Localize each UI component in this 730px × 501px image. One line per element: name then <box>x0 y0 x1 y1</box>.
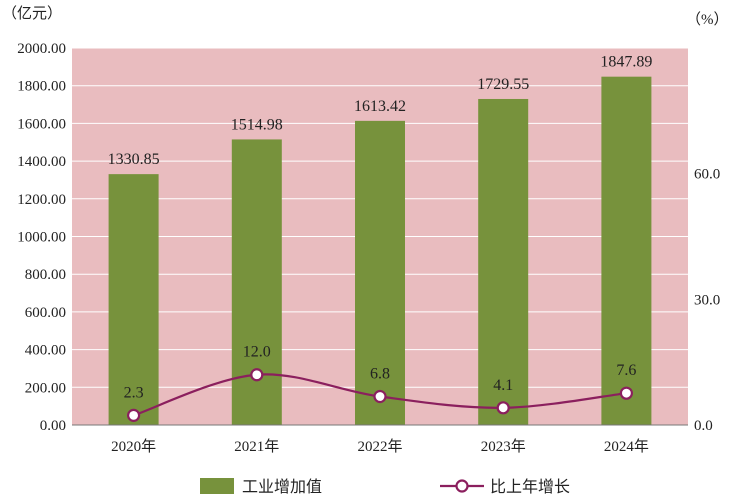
right-axis-unit: （%） <box>686 11 729 28</box>
legend-swatch-bar <box>200 478 234 494</box>
legend-label-line: 比上年增长 <box>490 478 570 496</box>
data-labels: 1330.85 1514.98 1613.42 1729.55 1847.89 2.3 12… <box>108 54 653 402</box>
left-tick-label: 600.00 <box>25 305 66 321</box>
left-tick-label: 1200.00 <box>17 192 66 208</box>
x-tick-label: 2021年 <box>234 438 279 455</box>
left-tick-label: 1400.00 <box>17 154 66 170</box>
line-point <box>127 408 141 422</box>
legend-label-bar: 工业增加值 <box>242 478 322 496</box>
right-tick-label: 60.0 <box>694 167 720 183</box>
bar <box>601 76 652 426</box>
left-tick-label: 1600.00 <box>17 116 66 132</box>
line-series <box>127 368 634 422</box>
line-data-label: 4.1 <box>493 377 513 394</box>
right-tick-label: 30.0 <box>694 292 720 308</box>
legend-swatch-marker <box>455 479 469 493</box>
line-data-label: 7.6 <box>616 362 636 379</box>
bar-data-label: 1729.55 <box>477 76 529 93</box>
x-tick-label: 2022年 <box>357 438 402 455</box>
left-tick-label: 1800.00 <box>17 79 66 95</box>
left-tick-label: 200.00 <box>25 380 66 396</box>
bar <box>355 120 405 425</box>
x-tick-label: 2023年 <box>481 438 526 455</box>
left-axis-unit: （亿元） <box>2 5 62 22</box>
line-point <box>373 389 387 404</box>
bar <box>478 98 529 425</box>
line-data-label: 2.3 <box>124 384 144 401</box>
x-tick-label: 2024年 <box>604 438 649 455</box>
legend: 工业增加值 比上年增长 <box>200 478 570 496</box>
bar-series <box>108 76 652 426</box>
bar-data-label: 1330.85 <box>108 151 160 168</box>
left-tick-label: 1000.00 <box>17 230 66 246</box>
right-tick-label: 0.0 <box>694 418 713 434</box>
bar <box>108 174 159 425</box>
line-data-label: 6.8 <box>370 366 390 383</box>
bar-data-label: 1613.42 <box>354 98 406 115</box>
bar-data-label: 1514.98 <box>231 116 283 133</box>
left-tick-label: 2000.00 <box>17 41 66 57</box>
x-tick-label: 2020年 <box>111 438 156 455</box>
left-tick-label: 0.00 <box>40 418 66 434</box>
line-point <box>250 368 264 382</box>
axes: 0.00 200.00 400.00 600.00 800.00 1000.00 1200.… <box>17 41 720 455</box>
bar-data-label: 1847.89 <box>600 54 652 71</box>
line-point <box>619 386 634 400</box>
line-point <box>496 401 510 415</box>
left-tick-label: 400.00 <box>25 343 66 359</box>
left-tick-label: 800.00 <box>25 267 66 283</box>
line-data-label: 12.0 <box>243 344 271 361</box>
bar <box>231 139 282 425</box>
